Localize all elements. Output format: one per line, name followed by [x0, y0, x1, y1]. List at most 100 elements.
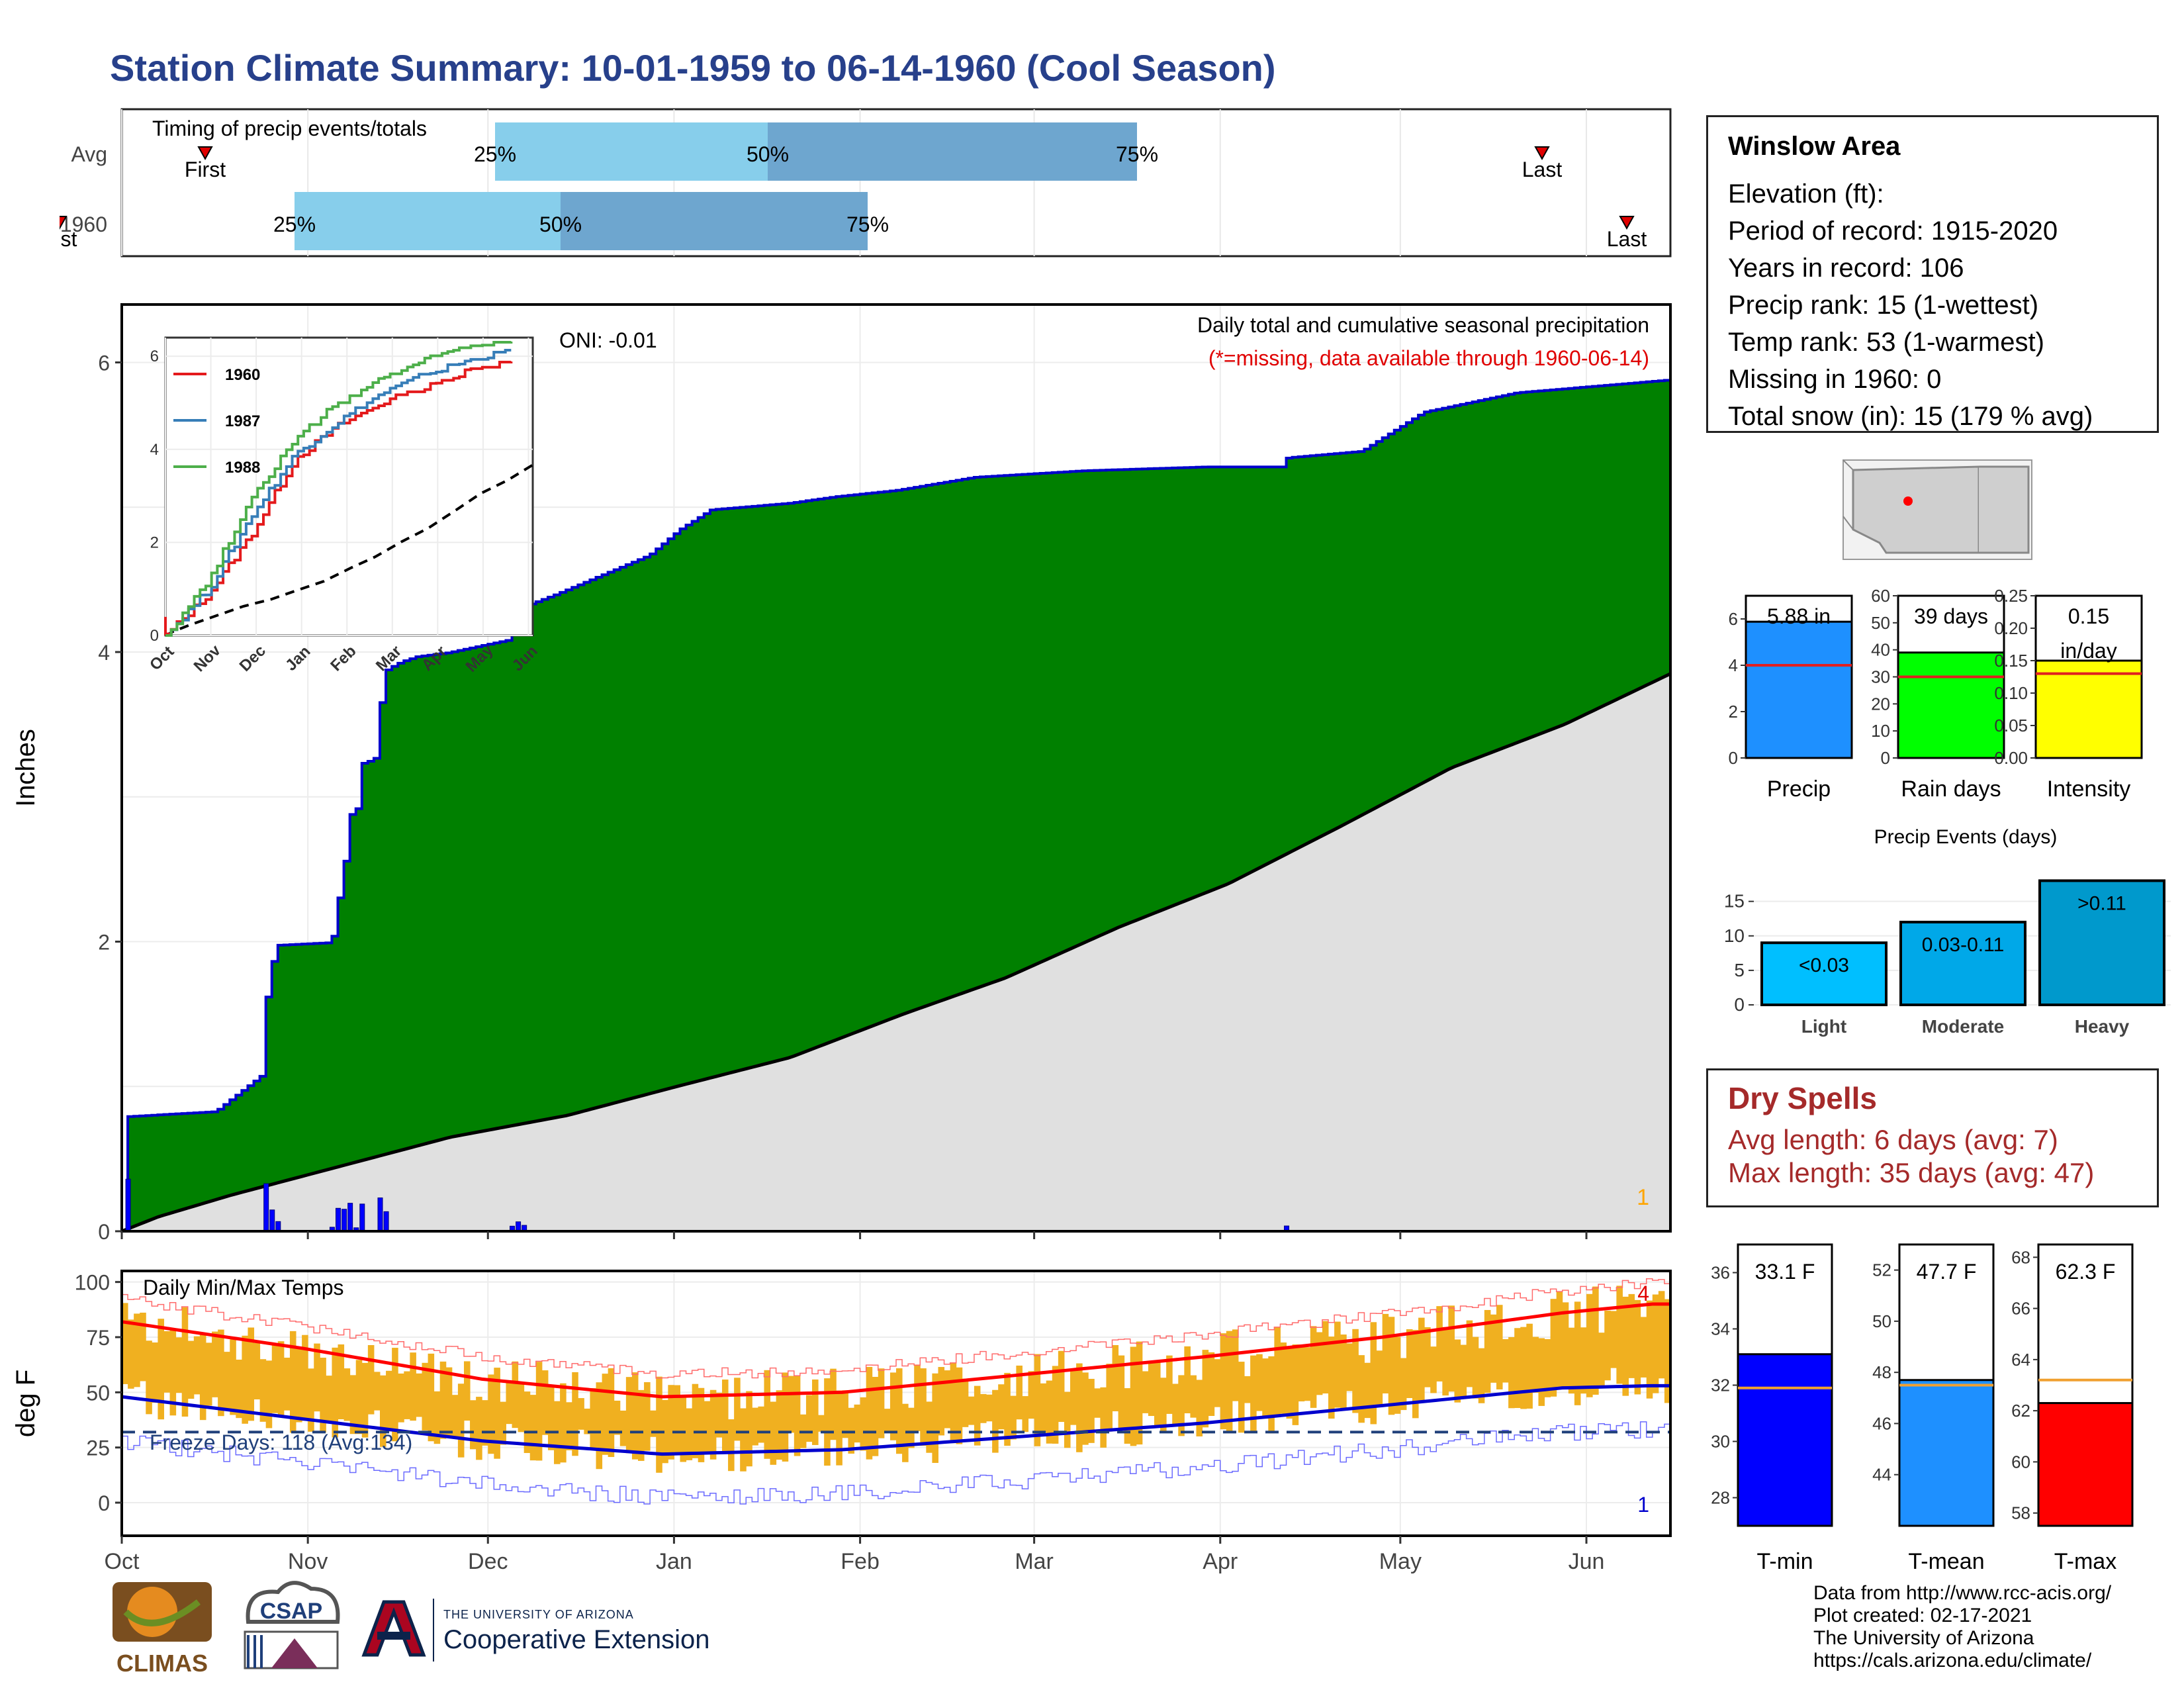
mini-bar: [1897, 651, 2005, 759]
daily-temp-bar: [836, 1390, 842, 1466]
daily-temp-bar: [289, 1331, 296, 1433]
stat-precip-rank: Precip rank: 15 (1-wettest): [1728, 291, 2039, 320]
first-label-avg: First: [185, 158, 226, 181]
station-name: Winslow Area: [1728, 132, 1901, 161]
main-ytick-label: 2: [98, 931, 110, 955]
mini-ytick-label: 2: [1729, 702, 1738, 722]
daily-precip-bar: [341, 1209, 347, 1232]
daily-temp-bar: [512, 1361, 519, 1429]
precip-chart: 0 2 4 6 Inches ONI: -0.01 Daily total and cumu…: [11, 303, 1672, 1244]
cumulative-1960-line: [122, 379, 1672, 1233]
daily-temp-bar: [650, 1410, 657, 1437]
daily-temp-bar: [1232, 1329, 1239, 1401]
daily-temp-bar: [1538, 1338, 1545, 1406]
daily-temp-bar: [338, 1344, 345, 1420]
daily-precip-bar: [269, 1209, 275, 1232]
daily-temp-bar: [181, 1307, 189, 1417]
daily-temp-bar: [1400, 1358, 1407, 1411]
daily-temp-bar: [566, 1402, 572, 1450]
daily-temp-bar: [428, 1353, 435, 1442]
temp-bar-value-label: 33.1 F: [1755, 1260, 1815, 1284]
month-label: Apr: [1203, 1549, 1238, 1574]
daily-temp-bar: [193, 1336, 201, 1395]
daily-temp-bar: [1268, 1356, 1275, 1434]
daily-temp-bar: [445, 1367, 453, 1437]
temp-bar-ytick-label: 62: [2011, 1401, 2030, 1421]
temp-bar-value-label: 62.3 F: [2056, 1260, 2116, 1284]
daily-temp-bar: [1622, 1296, 1629, 1396]
daily-temp-bar: [547, 1387, 555, 1450]
daily-precip-bar: [275, 1221, 281, 1232]
temp-bar-ytick-label: 66: [2011, 1299, 2030, 1319]
daily-temp-bar: [349, 1375, 357, 1434]
daily-temp-bar: [163, 1331, 171, 1393]
daily-temp-bar: [668, 1385, 674, 1460]
ua-logo: THE UNIVERSITY OF ARIZONA Cooperative Ex…: [361, 1599, 709, 1662]
temp-bar-ytick-label: 52: [1872, 1260, 1891, 1280]
daily-temp-bar: [253, 1342, 261, 1399]
temp-bar: [1898, 1379, 1995, 1527]
daily-temp-bar: [1160, 1378, 1167, 1433]
mini-bar-value-label: 39 days: [1914, 604, 1988, 628]
daily-temp-bar: [1040, 1383, 1047, 1433]
cumulative-avg-area: [122, 673, 1670, 1231]
first-marker-avg: [197, 146, 213, 161]
daily-temp-bar: [746, 1391, 752, 1467]
daily-temp-bar: [1526, 1323, 1533, 1409]
temp-plot-frame: [120, 1270, 1672, 1537]
daily-temp-bar: [584, 1408, 590, 1434]
daily-temp-bar: [541, 1370, 549, 1435]
temp-bar-ytick-label: 36: [1711, 1263, 1730, 1283]
daily-temp-bar: [451, 1395, 459, 1437]
daily-temp-bar: [680, 1395, 687, 1462]
temp-bar-ytick-label: 60: [2011, 1452, 2030, 1472]
daily-temp-bar: [1316, 1332, 1323, 1395]
daily-temp-bar: [1388, 1317, 1395, 1415]
daily-precip-bar: [336, 1207, 341, 1232]
daily-temp-bar: [889, 1372, 897, 1440]
daily-temp-bar: [674, 1385, 680, 1454]
daily-temp-bar: [1100, 1387, 1107, 1448]
daily-temp-bar: [1664, 1299, 1671, 1403]
temp-bar: [2037, 1402, 2134, 1527]
inset-series-line: [165, 349, 512, 637]
stat-period: Period of record: 1915-2020: [1728, 216, 2058, 246]
daily-temp-bar: [1226, 1331, 1233, 1433]
daily-temp-bar: [590, 1388, 597, 1450]
last-label-avg: Last: [1522, 158, 1563, 181]
daily-temp-bar: [1466, 1320, 1473, 1387]
credits: Data from http://www.rcc-acis.org/ Plot …: [1813, 1582, 2111, 1672]
temp-bar-ytick-label: 58: [2011, 1503, 2030, 1523]
daily-temp-bar: [1148, 1361, 1155, 1417]
precip-event-bar: [1760, 941, 1888, 1006]
daily-temp-bar: [1004, 1372, 1011, 1446]
daily-temp-bar: [1346, 1343, 1353, 1391]
daily-temp-bar: [463, 1361, 471, 1421]
temp-bar-ytick-label: 48: [1872, 1362, 1891, 1382]
inset-ytick-label: 6: [150, 348, 159, 365]
inset-series-line: [165, 341, 513, 637]
first-label-1960: st: [61, 227, 77, 251]
daily-temp-bar: [158, 1319, 164, 1420]
csap-logo-text: CSAP: [260, 1599, 322, 1624]
timing-1960-pct-label: 25%: [273, 212, 316, 236]
daily-temp-bar: [1106, 1364, 1113, 1432]
daily-temp-bar: [1184, 1346, 1191, 1414]
daily-temp-bar: [1586, 1293, 1593, 1397]
ua-logo-small: THE UNIVERSITY OF ARIZONA: [443, 1608, 634, 1621]
daily-temp-bar: [1094, 1388, 1101, 1418]
daily-temp-bar: [1640, 1317, 1647, 1378]
daily-temp-bar: [860, 1397, 867, 1451]
record-max-count: 4: [1637, 1282, 1649, 1305]
month-label: May: [1379, 1549, 1422, 1574]
daily-temp-bar: [1604, 1310, 1611, 1381]
daily-temp-bar: [1052, 1366, 1059, 1444]
temperature-chart: 0 25 50 75 100 Oct Nov Dec Jan Feb Mar Apr May Jun deg…: [11, 1270, 1672, 1574]
mini-ytick-label: 0.00: [1994, 748, 2028, 768]
mini-ytick-label: 0.10: [1994, 683, 2028, 703]
daily-temp-bar: [854, 1404, 861, 1443]
daily-temp-bar: [343, 1368, 351, 1421]
station-info-box: Winslow Area Elevation (ft): Period of r…: [1706, 115, 2159, 433]
daily-temp-bar: [992, 1389, 999, 1453]
daily-temp-bar: [1262, 1358, 1269, 1419]
